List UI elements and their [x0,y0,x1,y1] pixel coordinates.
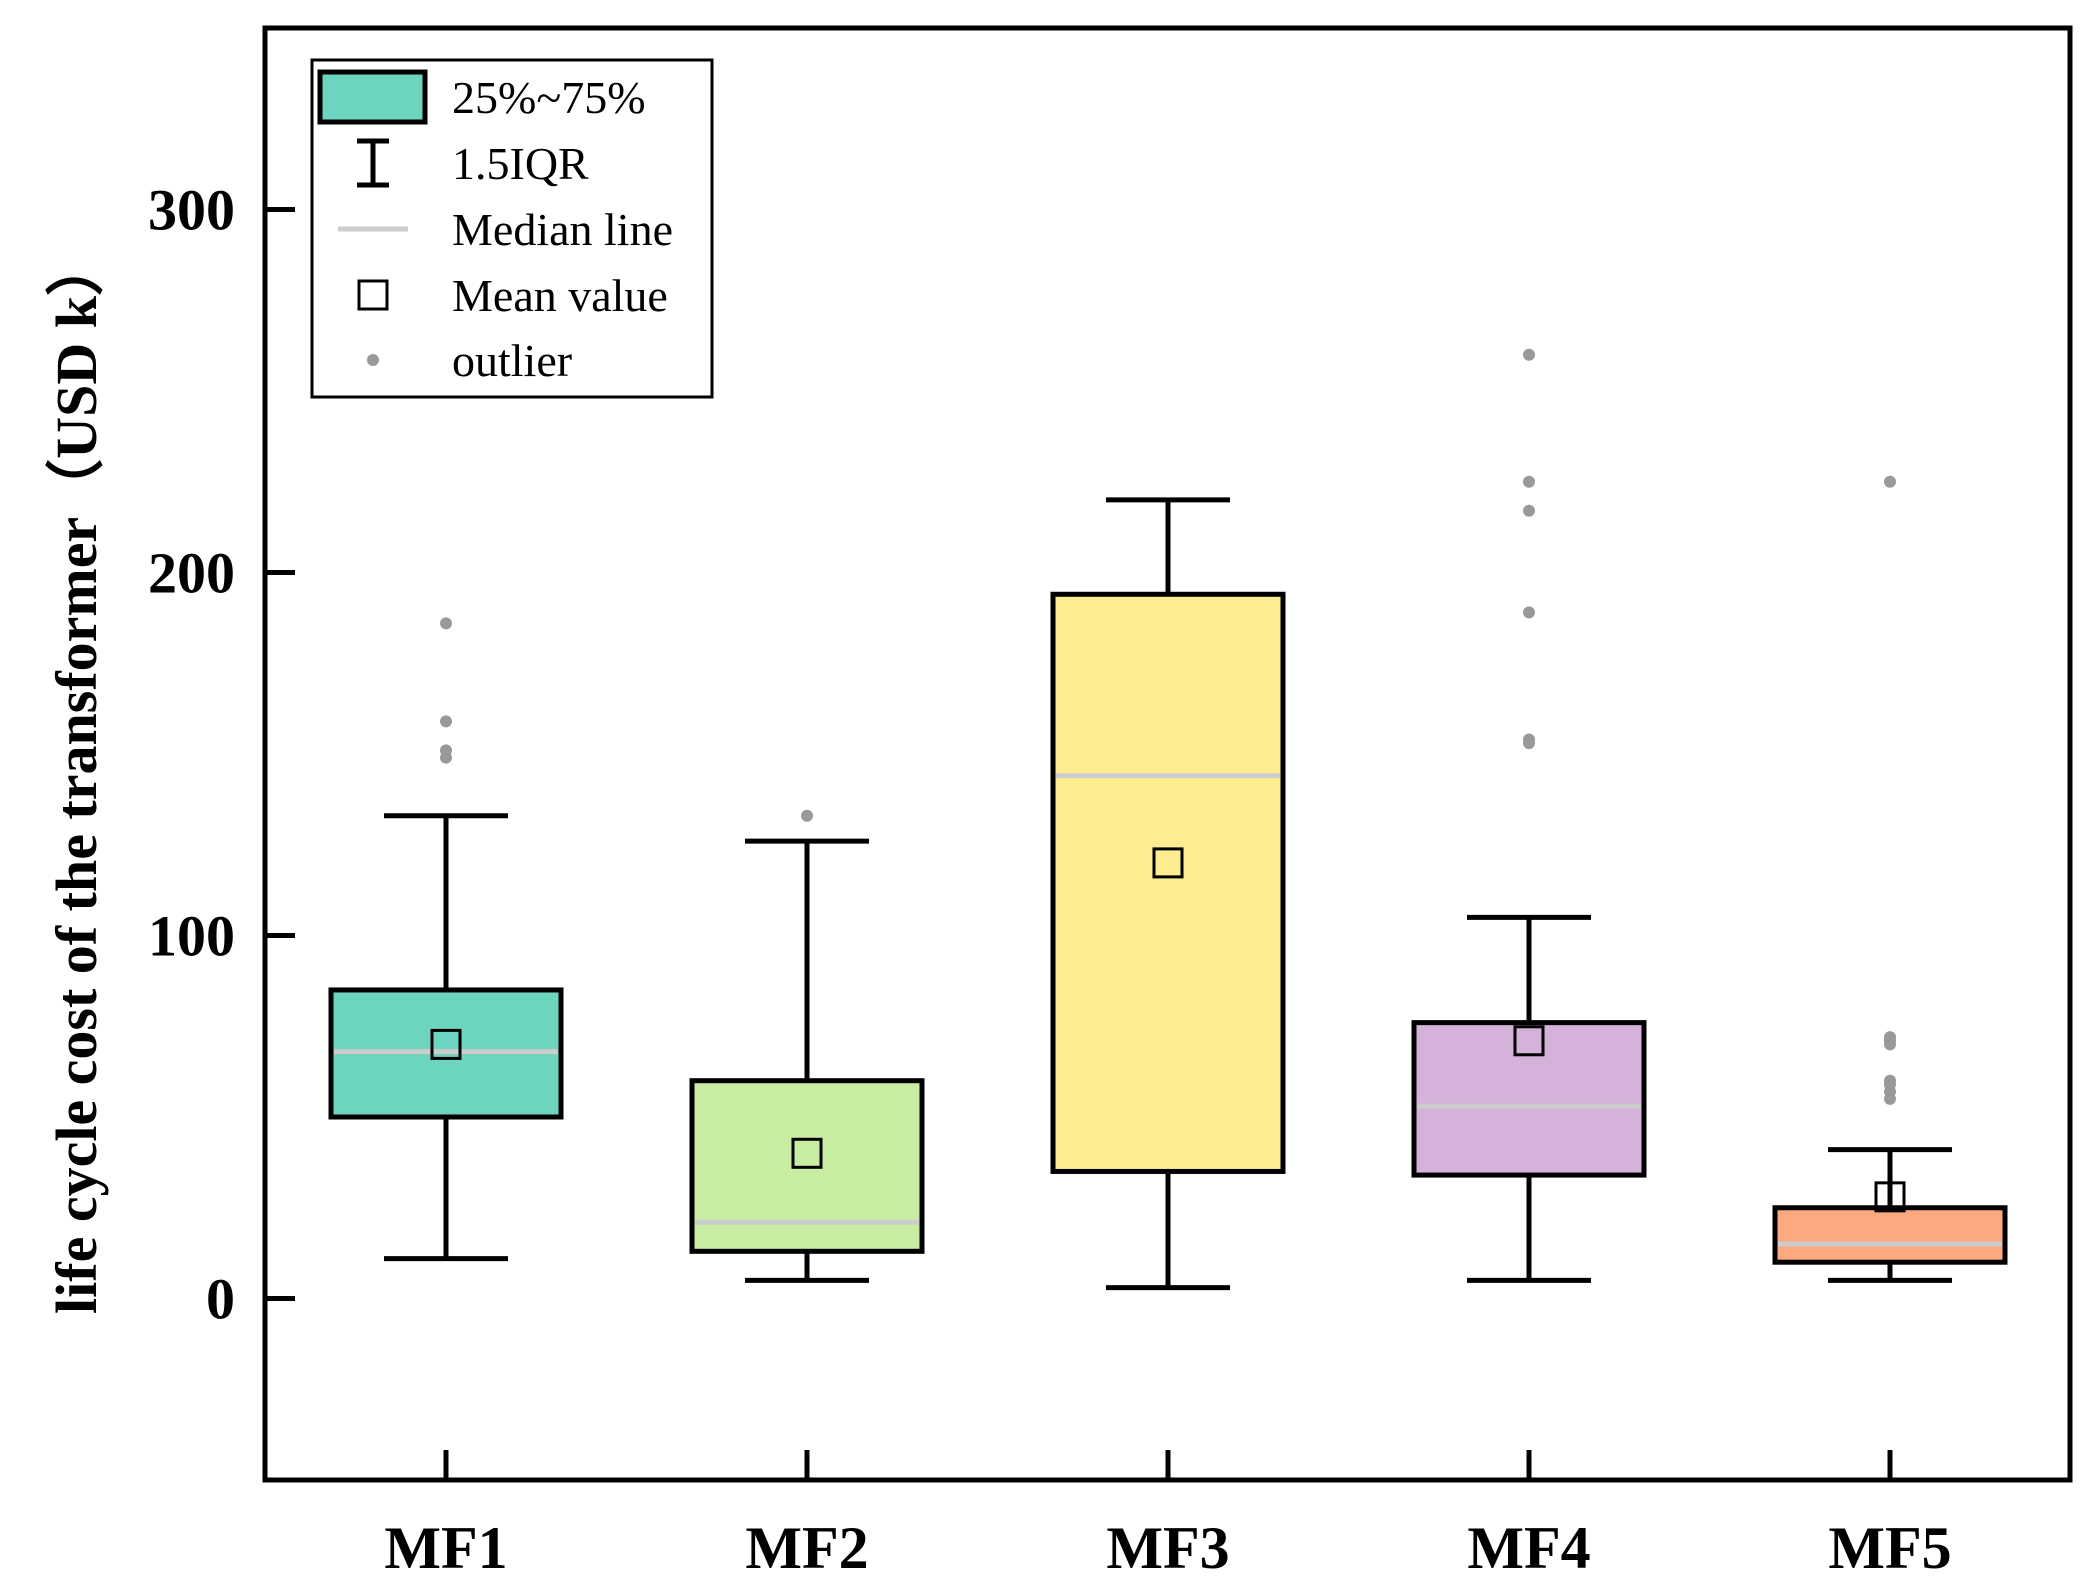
y-axis-label: life cycle cost of the transformer（USD k… [44,238,109,1314]
outlier-point [801,809,813,822]
legend-item-box: 25%~75% [317,69,646,125]
y-tick-label: 0 [206,1267,235,1332]
iqr-box [1411,1020,1647,1178]
legend-mean-swatch [357,279,389,311]
outlier-point [1884,1031,1896,1044]
outlier-point [1523,348,1535,361]
outlier-point [1523,733,1535,746]
axes-layer: 0 100 200 300 MF1 MF2 MF3 MF4 MF5 [148,25,2073,1581]
x-tick-label: MF4 [1467,1515,1590,1581]
mean-marker [1513,1025,1545,1057]
x-tick-label: MF5 [1828,1515,1951,1581]
iqr-box [1772,1205,2008,1265]
legend-outlier-swatch [367,354,379,366]
outlier-point [1523,504,1535,517]
legend: 25%~75% 1.5IQR Median line Mean value outlie… [310,58,714,399]
box-group-mf4 [1411,348,1647,1283]
box-group-mf5 [1772,475,2008,1283]
y-tick-label: 300 [148,178,235,243]
outlier-point [440,744,452,757]
legend-item-whisker: 1.5IQR [357,138,589,189]
outlier-point [440,617,452,630]
mean-marker [430,1028,462,1060]
box-group-mf2 [689,809,925,1283]
mean-marker [1152,847,1184,879]
legend-item-outlier: outlier [367,335,572,386]
x-tick-label: MF3 [1106,1515,1229,1581]
legend-item-median: Median line [338,204,673,255]
outlier-point [1523,606,1535,619]
box-group-mf1 [328,617,564,1262]
outlier-point [1523,475,1535,488]
outlier-point [440,715,452,728]
mean-marker [1874,1181,1906,1213]
y-tick-label: 100 [148,904,235,969]
y-tick-label: 200 [148,541,235,606]
x-tick-label: MF1 [384,1515,507,1581]
mean-marker [791,1137,823,1169]
legend-label: outlier [452,335,572,386]
outlier-point [1884,1074,1896,1087]
legend-label: 1.5IQR [452,138,589,189]
legend-item-mean: Mean value [357,270,668,321]
box-group-mf3 [1050,497,1286,1291]
x-tick-label: MF2 [745,1515,868,1581]
iqr-box [1050,591,1286,1174]
legend-box-swatch [317,69,428,125]
legend-label: Mean value [452,270,668,321]
boxes-layer [328,348,2008,1291]
legend-label: 25%~75% [452,72,646,123]
outlier-point [1884,475,1896,488]
legend-label: Median line [452,204,673,255]
